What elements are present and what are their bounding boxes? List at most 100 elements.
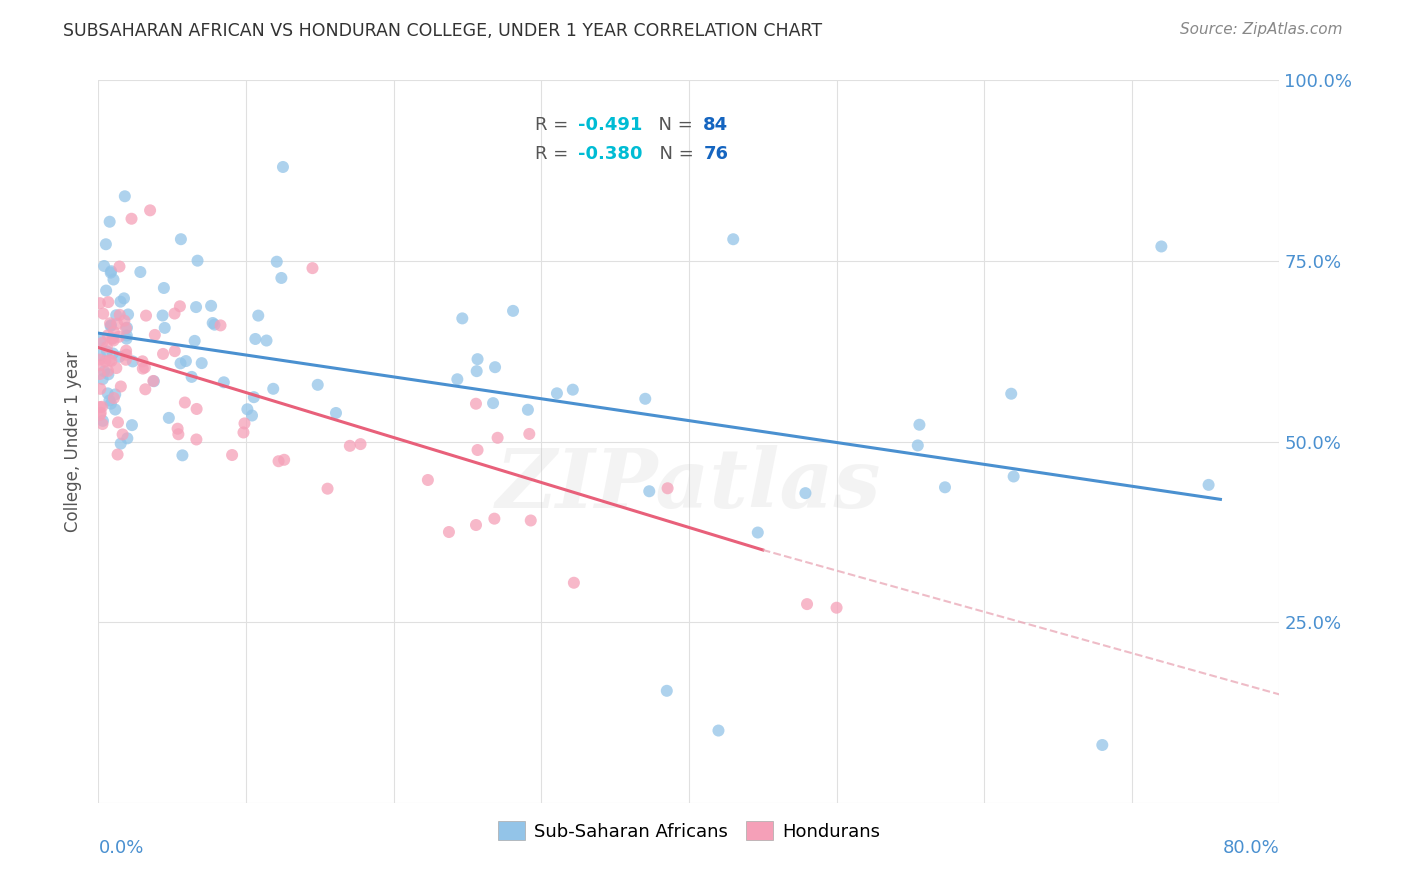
Point <box>467 352 489 367</box>
Point <box>93 364 115 378</box>
Point <box>169 299 191 313</box>
Point <box>169 356 191 370</box>
Point <box>243 390 266 404</box>
Text: N =: N = <box>647 117 699 135</box>
Point <box>97 295 120 310</box>
Point <box>110 294 132 309</box>
Point <box>1150 239 1173 253</box>
Point <box>657 481 679 495</box>
Point <box>707 723 730 738</box>
Point <box>134 382 156 396</box>
Point <box>105 361 128 376</box>
Point <box>91 417 114 431</box>
Point <box>101 346 124 360</box>
Point <box>163 344 186 359</box>
Point <box>516 402 538 417</box>
Point <box>307 377 329 392</box>
Point <box>100 318 122 333</box>
Point <box>437 524 460 539</box>
Text: 76: 76 <box>703 145 728 163</box>
Point <box>484 511 506 525</box>
Point <box>91 335 114 350</box>
Text: N =: N = <box>648 145 699 163</box>
Point <box>167 427 190 442</box>
Point <box>89 400 111 414</box>
Point <box>135 309 157 323</box>
Point <box>115 348 138 362</box>
Point <box>117 431 139 445</box>
Point <box>115 343 138 358</box>
Point <box>142 374 165 388</box>
Point <box>94 237 117 252</box>
Point <box>97 328 120 343</box>
Point <box>105 317 128 331</box>
Point <box>139 203 162 218</box>
Point <box>114 189 136 203</box>
Point <box>98 316 121 330</box>
Point <box>108 350 131 364</box>
Point <box>101 332 124 346</box>
Point <box>108 330 131 344</box>
Point <box>907 438 929 452</box>
Point <box>103 272 125 286</box>
Point <box>115 352 138 367</box>
Text: ZIPatlas: ZIPatlas <box>496 445 882 524</box>
Point <box>89 382 111 396</box>
Point <box>796 597 818 611</box>
Point <box>723 232 745 246</box>
Point <box>103 325 125 339</box>
Point <box>486 431 509 445</box>
Point <box>111 427 134 442</box>
Point <box>467 442 489 457</box>
Point <box>747 525 769 540</box>
Point <box>91 400 114 414</box>
Point <box>103 391 125 405</box>
Point <box>152 309 174 323</box>
Point <box>98 215 121 229</box>
Point <box>484 360 506 375</box>
Point <box>163 307 186 321</box>
Point <box>451 311 474 326</box>
Point <box>934 480 956 494</box>
Point <box>100 397 122 411</box>
Point <box>91 372 114 386</box>
Point <box>465 397 488 411</box>
Text: 80.0%: 80.0% <box>1223 838 1279 857</box>
Point <box>115 332 138 346</box>
Text: -0.491: -0.491 <box>578 117 643 135</box>
Point <box>212 376 235 390</box>
Point <box>172 448 194 462</box>
Point <box>94 284 117 298</box>
Text: 84: 84 <box>703 117 728 135</box>
Point <box>465 364 488 378</box>
Point <box>100 319 122 334</box>
Point <box>517 426 540 441</box>
Point <box>186 433 208 447</box>
Point <box>89 296 111 310</box>
Point <box>180 370 202 384</box>
Point <box>482 396 505 410</box>
Point <box>94 354 117 368</box>
Point <box>1091 738 1114 752</box>
Point <box>201 316 224 330</box>
Point <box>100 264 122 278</box>
Point <box>98 353 121 368</box>
Point <box>108 308 131 322</box>
Point <box>104 387 127 401</box>
Point <box>112 313 135 327</box>
Point <box>245 332 267 346</box>
Point <box>794 486 817 500</box>
Point <box>262 382 284 396</box>
Point <box>112 291 135 305</box>
Point <box>153 281 176 295</box>
Point <box>105 308 128 322</box>
Point <box>97 386 120 401</box>
Point <box>89 358 111 372</box>
Point <box>232 425 254 440</box>
Point <box>908 417 931 432</box>
Point <box>166 422 188 436</box>
Point <box>131 354 153 368</box>
Point <box>170 232 193 246</box>
Point <box>93 259 115 273</box>
Point <box>183 334 205 348</box>
